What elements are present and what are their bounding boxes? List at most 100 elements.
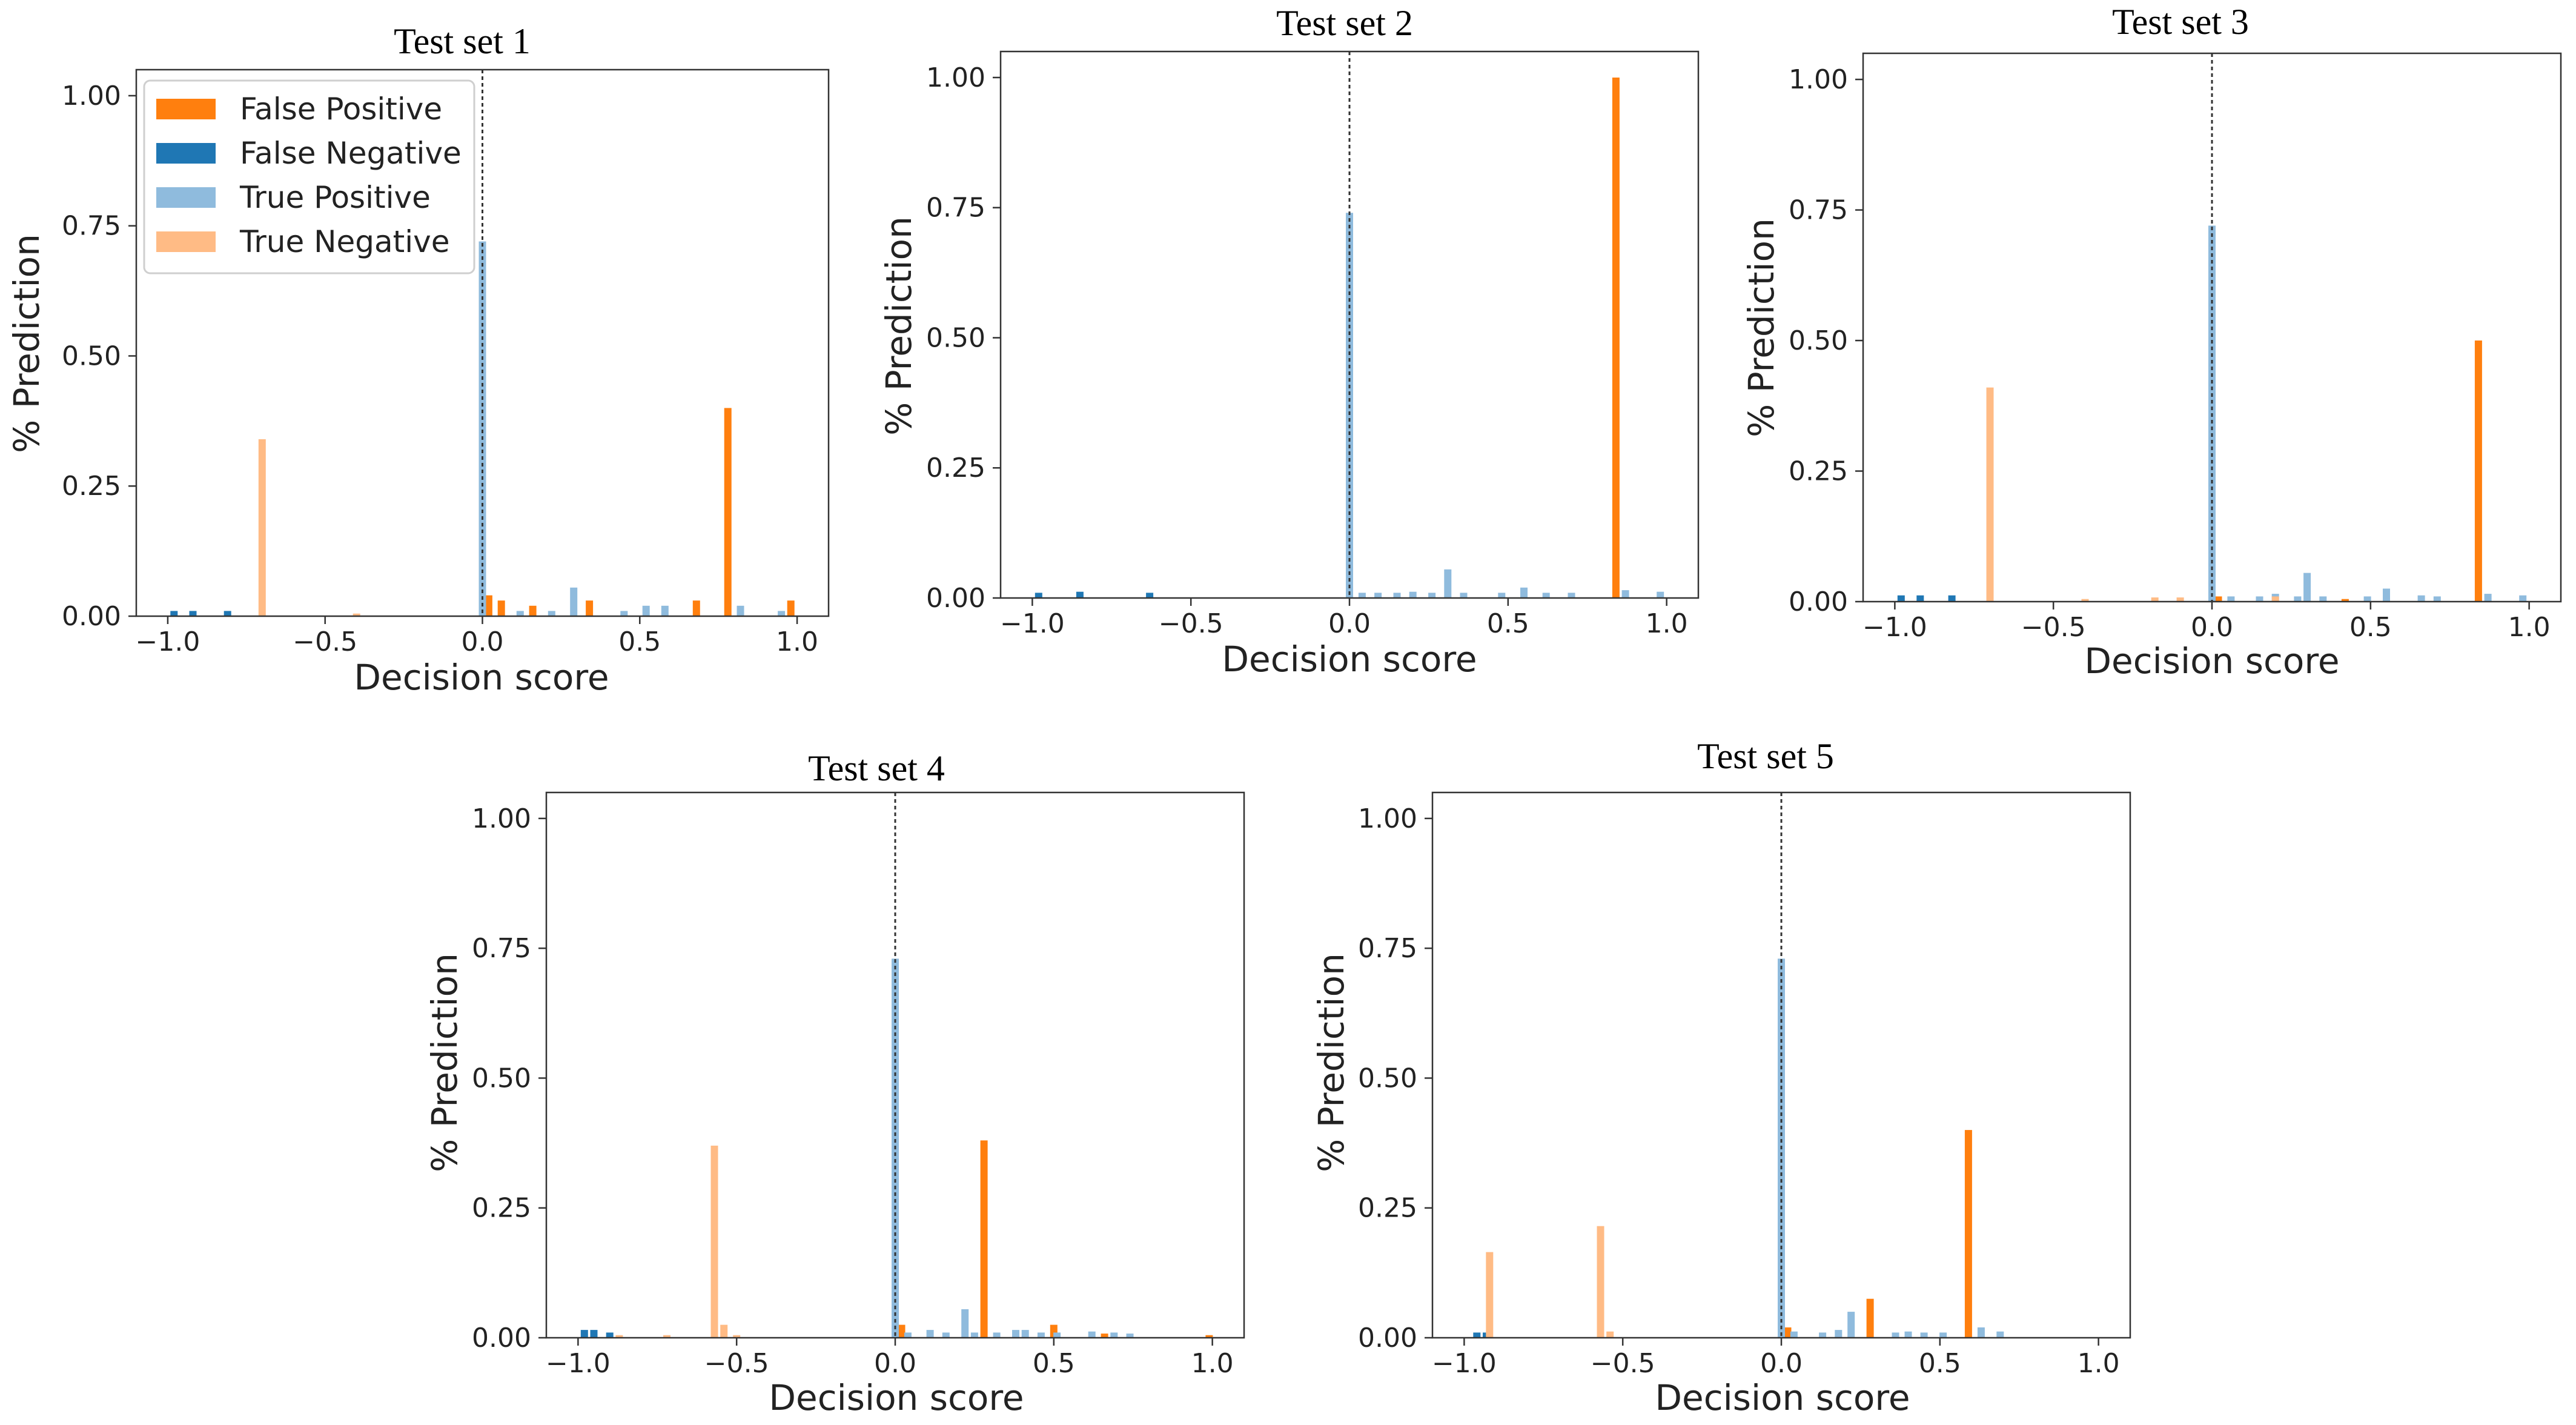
panel-test-set-1: Test set 1 Decision score % Prediction −… <box>6 21 830 698</box>
chart-title: Test set 2 <box>1276 3 1413 43</box>
bar-true-positive <box>2383 588 2390 602</box>
x-tick-label: 1.0 <box>776 626 818 657</box>
bar-false-negative <box>1146 593 1154 598</box>
bar-true-positive <box>961 1309 969 1338</box>
bar-false-negative <box>606 1332 614 1338</box>
bar-false-positive <box>1866 1298 1874 1338</box>
x-tick-label: 1.0 <box>2508 612 2551 643</box>
panel-test-set-4: Test set 4 Decision score % Prediction −… <box>424 748 1245 1418</box>
y-tick-label: 0.00 <box>1358 1323 1417 1354</box>
y-axis-label: % Prediction <box>1741 218 1782 437</box>
bar-true-negative <box>733 1335 741 1338</box>
x-tick-label: 0.0 <box>1328 608 1371 639</box>
bar-false-positive <box>1205 1335 1213 1338</box>
bar-true-positive <box>1409 591 1417 598</box>
bar-true-positive <box>1790 1331 1798 1338</box>
bar-true-positive <box>1892 1332 1899 1338</box>
bar-true-negative <box>2081 599 2089 602</box>
bar-true-positive <box>778 611 786 616</box>
y-tick-label: 0.00 <box>1789 586 1848 617</box>
bar-true-negative <box>615 1335 623 1338</box>
bar-true-positive <box>1126 1334 1134 1338</box>
x-tick-label: 0.0 <box>2191 612 2233 643</box>
x-tick-label: −1.0 <box>136 626 200 657</box>
y-tick-label: 0.50 <box>1789 325 1848 356</box>
chart-title: Test set 1 <box>394 21 531 61</box>
bar-true-positive <box>2484 594 2492 602</box>
y-tick-label: 0.75 <box>472 933 531 964</box>
bar-true-positive <box>1012 1330 1019 1338</box>
y-axis-label: % Prediction <box>424 953 465 1172</box>
y-tick-label: 0.50 <box>926 322 985 353</box>
legend-label-true-positive: True Positive <box>239 180 431 215</box>
bar-false-positive <box>692 600 700 616</box>
bar-true-positive <box>737 605 744 616</box>
y-tick-label: 0.75 <box>1358 933 1417 964</box>
bar-true-positive <box>2294 596 2302 602</box>
bar-true-negative <box>258 439 266 616</box>
bar-true-negative <box>2271 596 2279 602</box>
bar-true-positive <box>2256 596 2263 602</box>
bar-true-positive <box>516 611 524 616</box>
y-tick-label: 1.00 <box>1789 64 1848 95</box>
bar-true-positive <box>1520 587 1528 598</box>
chart-title: Test set 4 <box>808 748 945 788</box>
bar-true-positive <box>1393 593 1401 598</box>
x-tick-label: −0.5 <box>1591 1348 1655 1379</box>
y-tick-label: 1.00 <box>926 62 985 93</box>
bar-true-positive <box>1444 569 1452 598</box>
bar-true-negative <box>720 1324 728 1338</box>
bar-true-positive <box>1621 590 1629 598</box>
x-tick-label: −1.0 <box>1000 608 1065 639</box>
y-tick-label: 0.75 <box>1789 195 1848 226</box>
x-tick-label: 0.5 <box>618 626 661 657</box>
bar-true-positive <box>1568 593 1575 598</box>
legend-swatch-true-negative <box>156 231 216 252</box>
legend-item-false-positive: False Positive <box>156 91 442 127</box>
bar-false-negative <box>170 611 178 616</box>
y-tick-label: 0.25 <box>926 453 985 483</box>
bar-false-negative <box>189 611 197 616</box>
y-tick-label: 1.00 <box>1358 803 1417 834</box>
y-tick-label: 0.25 <box>1789 456 1848 487</box>
y-tick-label: 0.25 <box>1358 1193 1417 1224</box>
x-tick-label: 0.5 <box>1487 608 1529 639</box>
x-tick-label: 0.5 <box>1033 1348 1075 1379</box>
bar-true-positive <box>1374 593 1382 598</box>
legend-label-false-positive: False Positive <box>240 91 442 127</box>
bar-true-positive <box>1657 591 1664 598</box>
y-tick-label: 0.25 <box>62 471 121 502</box>
bar-true-positive <box>2519 595 2527 602</box>
bar-false-negative <box>590 1330 598 1338</box>
bar-true-positive <box>2363 596 2371 602</box>
bar-true-positive <box>1977 1327 1985 1338</box>
x-axis-label: Decision score <box>769 1377 1024 1418</box>
bar-true-negative <box>2176 597 2184 602</box>
x-tick-label: 1.0 <box>1646 608 1688 639</box>
legend-frame <box>143 79 475 274</box>
legend-item-false-negative: False Negative <box>156 136 462 171</box>
bar-true-positive <box>942 1332 950 1338</box>
plot-area: −1.0 −0.5 0.0 0.5 1.0 0.00 0.25 0.50 0.75 1.00 <box>62 68 830 657</box>
bar-true-positive <box>1904 1331 1912 1338</box>
x-tick-label: 0.0 <box>874 1348 916 1379</box>
bar-false-positive <box>2214 596 2222 602</box>
bar-true-positive <box>478 241 486 616</box>
y-tick-label: 0.75 <box>926 193 985 224</box>
x-tick-label: 0.5 <box>2349 612 2392 643</box>
panel-test-set-5: Test set 5 Decision score % Prediction −… <box>1311 736 2131 1418</box>
bar-false-positive <box>485 595 492 616</box>
bar-false-negative <box>1076 591 1084 598</box>
plot-area: −1.0 −0.5 0.0 0.5 1.0 0.00 0.25 0.50 0.75 1.00 <box>1358 791 2131 1379</box>
bar-true-positive <box>1939 1332 1947 1338</box>
legend-item-true-negative: True Negative <box>156 224 449 259</box>
bar-true-positive <box>1021 1330 1029 1338</box>
bar-false-positive <box>2341 599 2349 602</box>
bar-false-positive <box>586 600 594 616</box>
bar-true-positive <box>1110 1332 1118 1338</box>
bar-true-positive <box>1996 1331 2004 1338</box>
y-tick-label: 1.00 <box>472 803 531 834</box>
x-tick-label: −0.5 <box>1159 608 1223 639</box>
bar-true-negative <box>353 613 360 616</box>
